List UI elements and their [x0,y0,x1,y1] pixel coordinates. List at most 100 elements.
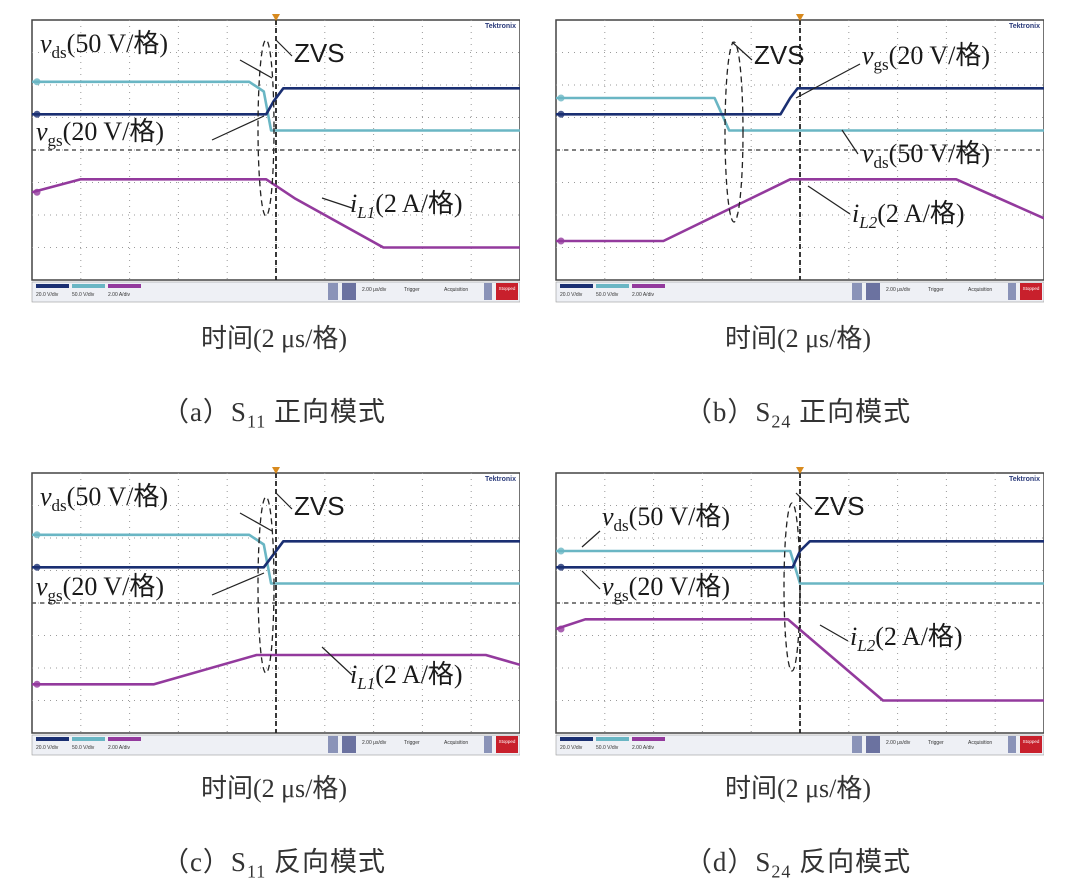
channel-chip [560,284,593,288]
panel-caption: （c）S11 反向模式 [161,847,387,882]
zvs-region-ellipse [724,41,744,223]
scope-status-bar [31,734,520,756]
vds-label: vds(50 V/格) [602,502,730,535]
channel-scale-readout: 50.0 V/div [72,745,95,751]
scope-button [328,283,338,300]
channel-scale-readout: 50.0 V/div [596,745,619,751]
channel-scale-readout: 2.00 A/div [632,745,654,751]
channel-chip [108,284,141,288]
zvs-label: ZVS [754,40,805,70]
scope-brand: Tektronix [485,23,516,30]
scope-panel-b: Tektronix ZVS vds(50 V/格) vgs(20 V/格) iL2(2 … [552,12,1044,304]
scope-status-bar [555,734,1044,756]
channel-chip [596,284,629,288]
channel-marker-icon [33,531,41,539]
channel-marker-icon [557,110,565,118]
stop-button-label: Stopped [1023,739,1040,744]
scope-button [342,736,356,753]
trace-vds [32,80,520,132]
stop-button-label: Stopped [499,286,516,291]
channel-chip [72,737,105,741]
trace-vgs [556,540,1044,569]
label-leader-line [321,646,353,676]
label-leader-line [819,624,849,642]
zvs-leader-line [275,492,293,510]
timebase-readout: 2.00 μs/div [362,287,387,293]
channel-scale-readout: 20.0 V/div [36,745,59,751]
label-leader-line [841,129,859,155]
scope-brand: Tektronix [1009,476,1040,483]
vgs-label: vgs(20 V/格) [36,117,164,150]
channel-chip [72,284,105,288]
vgs-label: vgs(20 V/格) [36,572,164,605]
time-axis-label: 时间(2 μs/格) [724,324,872,353]
vds-label: vds(50 V/格) [862,139,990,172]
zvs-label: ZVS [294,38,345,68]
scope-status-bar [555,281,1044,303]
stop-button [496,736,518,753]
channel-marker-icon [557,547,565,555]
trace-vds [32,533,520,585]
zvs-region-ellipse [257,39,275,217]
zvs-leader-line [275,39,293,57]
scope-button [866,283,880,300]
scope-panel-a: Tektronix ZVS vds(50 V/格) vgs(20 V/格) iL1(2 … [28,12,520,304]
label-leader-line [239,59,273,79]
trace-il [556,178,1044,243]
scope-button [328,736,338,753]
label-leader-line [581,530,601,548]
channel-chip [36,284,69,288]
channel-scale-readout: 50.0 V/div [72,292,95,298]
channel-marker-icon [557,237,565,245]
trigger-marker-icon [796,14,804,21]
trigger-marker-icon [272,467,280,474]
stop-button-label: Stopped [499,739,516,744]
channel-marker-icon [557,94,565,102]
scope-panel-c: Tektronix ZVS vds(50 V/格) vgs(20 V/格) iL1(2 … [28,465,520,757]
channel-chip [632,737,665,741]
timebase-readout: 2.00 μs/div [362,740,387,746]
channel-marker-icon [557,625,565,633]
channel-chip [596,737,629,741]
scope-button [852,736,862,753]
channel-scale-readout: 50.0 V/div [596,292,619,298]
scope-screen: Tektronix ZVS vds(50 V/格) vgs(20 V/格) iL2(2 … [555,14,1044,303]
trigger-readout: Trigger [404,740,420,746]
acquisition-readout: Acquisition [444,740,468,746]
scope-button [1008,736,1016,753]
trigger-marker-icon [272,14,280,21]
panel-caption: （a）S11 正向模式 [161,397,387,432]
scope-panel-d: Tektronix ZVS vds(50 V/格) vgs(20 V/格) iL2(2 … [552,465,1044,757]
scope-button [484,736,492,753]
scope-screen: Tektronix ZVS vds(50 V/格) vgs(20 V/格) iL1(2 … [31,14,520,303]
scope-brand: Tektronix [1009,23,1040,30]
scope-screen: Tektronix ZVS vds(50 V/格) vgs(20 V/格) iL2(2 … [555,467,1044,756]
channel-scale-readout: 20.0 V/div [36,292,59,298]
channel-scale-readout: 2.00 A/div [108,292,130,298]
trace-il [555,618,1044,702]
stop-button-label: Stopped [1023,286,1040,291]
trigger-readout: Trigger [928,287,944,293]
zvs-region-ellipse [257,496,275,674]
channel-chip [560,737,593,741]
trigger-marker-icon [796,467,804,474]
timebase-readout: 2.00 μs/div [886,287,911,293]
trace-vgs [556,87,1044,116]
channel-chip [108,737,141,741]
trigger-readout: Trigger [404,287,420,293]
label-leader-line [321,197,353,209]
trigger-readout: Trigger [928,740,944,746]
channel-scale-readout: 2.00 A/div [632,292,654,298]
acquisition-readout: Acquisition [968,287,992,293]
time-axis-label: 时间(2 μs/格) [200,324,348,353]
panel-caption: （b）S24 正向模式 [684,397,912,432]
scope-button [342,283,356,300]
scope-button [1008,283,1016,300]
stop-button [1020,283,1042,300]
time-axis-label: 时间(2 μs/格) [200,774,348,803]
stop-button [496,283,518,300]
panel-caption: （d）S24 反向模式 [684,847,912,882]
il-label: iL1(2 A/格) [350,189,463,222]
il-label: iL1(2 A/格) [350,660,463,693]
channel-marker-icon [33,680,41,688]
